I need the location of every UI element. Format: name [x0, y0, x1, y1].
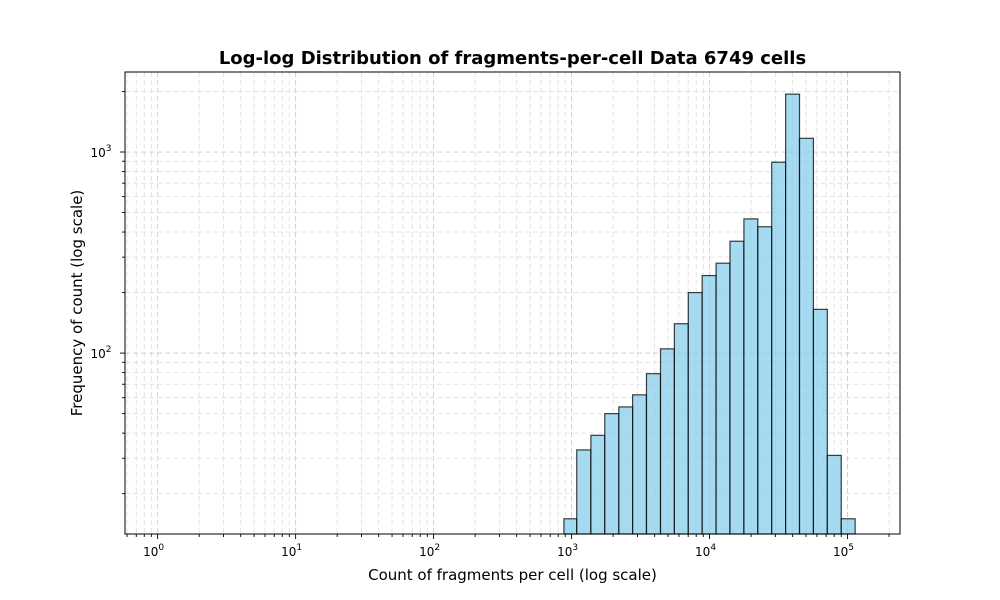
histogram-bar [729, 240, 745, 535]
histogram-bar [771, 161, 787, 535]
x-tick-label: 104 [695, 543, 716, 559]
x-tick-label: 103 [557, 543, 578, 559]
histogram-bar [632, 394, 648, 535]
x-axis-ticks: 100 101 102 103 104 105 [126, 534, 890, 559]
histogram-bar [715, 262, 731, 535]
histogram-bar [687, 291, 703, 535]
histogram-bar [812, 308, 828, 535]
histogram-bar [785, 93, 801, 535]
x-tick-label: 102 [419, 543, 440, 559]
y-axis-label: Frequency of count (log scale) [68, 190, 86, 417]
y-axis-ticks: 102 103 [90, 91, 125, 495]
histogram-bar [618, 406, 634, 535]
histogram-bar [673, 323, 689, 535]
histogram-bar [659, 348, 675, 535]
plot-area-frame [124, 71, 901, 535]
x-tick-label: 105 [833, 543, 854, 559]
histogram-bar [757, 226, 773, 535]
histogram-bar [645, 373, 662, 535]
histogram-bar [563, 518, 578, 535]
histogram-bar [840, 518, 856, 535]
histogram-bar [743, 218, 759, 535]
x-axis-label: Count of fragments per cell (log scale) [368, 566, 657, 584]
chart-title: Log-log Distribution of fragments-per-ce… [219, 48, 806, 69]
histogram-bar [576, 449, 592, 535]
x-tick-label: 101 [281, 543, 302, 559]
y-tick-label: 103 [90, 144, 111, 160]
histogram-bar [798, 137, 815, 535]
histogram-bar [826, 454, 842, 535]
histogram-bars [563, 93, 856, 535]
histogram-bar [701, 274, 717, 535]
x-tick-label: 100 [143, 543, 164, 559]
histogram-bar [604, 413, 620, 535]
y-tick-label: 102 [90, 345, 111, 361]
histogram-bar [590, 434, 606, 535]
